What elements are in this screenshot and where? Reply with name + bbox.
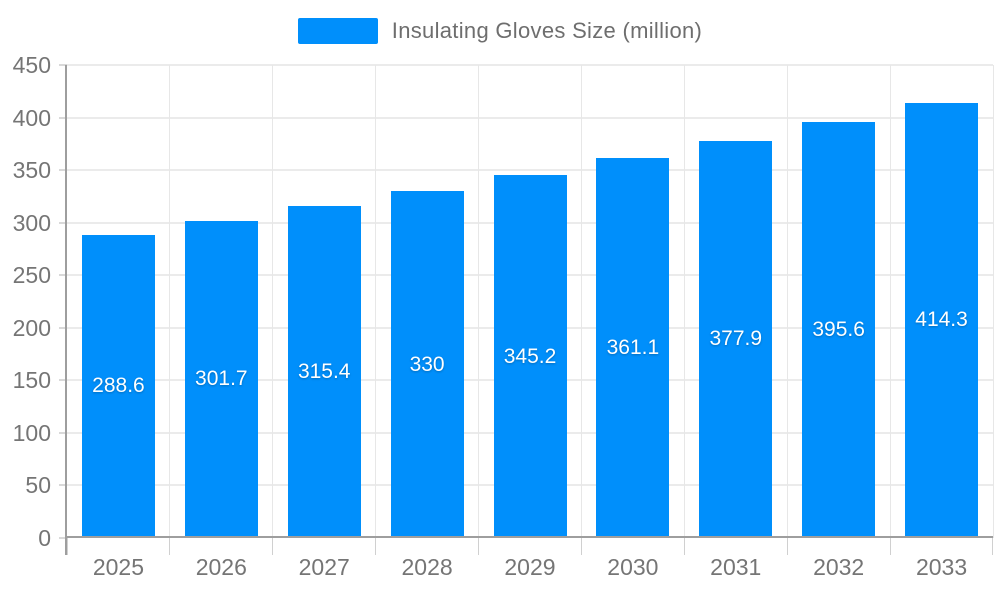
x-axis-category-label: 2031 xyxy=(710,554,762,580)
x-gridline xyxy=(272,65,274,538)
chart-legend: Insulating Gloves Size (million) xyxy=(0,16,1000,46)
y-axis-tick xyxy=(59,484,67,487)
x-axis-category-label: 2030 xyxy=(607,554,659,580)
y-axis-tick-label: 0 xyxy=(38,525,51,551)
x-axis-category-label: 2028 xyxy=(401,554,453,580)
y-axis-tick xyxy=(59,537,67,539)
y-axis-tick xyxy=(59,274,67,277)
bar-2033[interactable]: 414.3 xyxy=(905,102,979,538)
bar-2027[interactable]: 315.4 xyxy=(287,206,361,538)
y-axis-tick-label: 250 xyxy=(12,262,51,289)
x-gridline xyxy=(889,65,891,538)
y-axis-tick-label: 300 xyxy=(12,209,51,236)
plot-area: 0 50 100 150 200 250 300 350 400 450 288.6 2025 301.… xyxy=(13,52,994,580)
y-axis-tick xyxy=(59,431,67,434)
bar-2030[interactable]: 361.1 xyxy=(596,158,670,538)
bar-value-label: 377.9 xyxy=(709,327,763,351)
legend-label: Insulating Gloves Size (million) xyxy=(391,18,703,43)
y-gridline xyxy=(67,64,993,66)
x-axis-category-label: 2025 xyxy=(92,554,145,580)
x-gridline xyxy=(478,65,480,538)
bar-2032[interactable]: 395.6 xyxy=(802,122,876,538)
y-axis-tick-label: 150 xyxy=(12,367,51,394)
bar-2028[interactable]: 330 xyxy=(390,191,464,538)
bar-value-label: 288.6 xyxy=(92,374,145,398)
y-gridline xyxy=(67,169,993,172)
legend-item[interactable]: Insulating Gloves Size (million) xyxy=(297,18,703,44)
bar-2025[interactable]: 288.6 xyxy=(81,234,155,538)
y-axis-tick xyxy=(59,221,67,224)
x-gridline xyxy=(992,65,994,538)
y-axis-tick-label: 400 xyxy=(12,104,51,131)
y-axis-tick-label: 450 xyxy=(12,52,51,78)
x-gridline xyxy=(786,65,788,538)
x-axis-tick xyxy=(169,538,171,555)
x-axis-tick xyxy=(272,538,274,555)
bar-value-label: 414.3 xyxy=(915,308,968,332)
y-axis-tick xyxy=(59,116,67,119)
y-axis-tick-label: 200 xyxy=(12,314,51,341)
legend-marker-icon xyxy=(297,18,378,44)
x-axis-category-label: 2027 xyxy=(298,554,350,580)
bar-2031[interactable]: 377.9 xyxy=(699,140,773,538)
bar-value-label: 330 xyxy=(409,352,445,376)
x-axis-tick xyxy=(66,538,68,555)
y-axis-tick xyxy=(59,379,67,382)
bar-value-label: 315.4 xyxy=(297,360,351,384)
x-axis-tick xyxy=(580,538,582,555)
y-axis-line xyxy=(65,65,67,555)
y-axis-tick-label: 350 xyxy=(12,157,51,184)
x-gridline xyxy=(683,65,685,538)
bar-2026[interactable]: 301.7 xyxy=(184,220,258,538)
x-axis-category-label: 2029 xyxy=(504,554,556,580)
bar-2029[interactable]: 345.2 xyxy=(493,175,567,538)
bar-value-label: 345.2 xyxy=(503,344,557,368)
x-axis-tick xyxy=(889,538,891,555)
x-gridline xyxy=(375,65,377,538)
x-axis-category-label: 2026 xyxy=(195,554,247,580)
y-axis-tick xyxy=(59,169,67,172)
x-axis-line xyxy=(67,536,993,538)
y-axis-tick xyxy=(59,326,67,329)
y-axis-tick xyxy=(59,64,67,66)
bar-value-label: 301.7 xyxy=(195,367,248,391)
x-axis-tick xyxy=(375,538,377,555)
bar-value-label: 395.6 xyxy=(812,318,865,342)
bar-value-label: 361.1 xyxy=(606,336,660,360)
x-axis-tick xyxy=(786,538,788,555)
x-axis-category-label: 2033 xyxy=(915,554,968,580)
y-axis-tick-label: 100 xyxy=(12,419,51,446)
x-axis-tick xyxy=(991,538,993,555)
x-gridline xyxy=(169,65,171,538)
y-axis-tick-label: 50 xyxy=(25,472,51,499)
x-axis-tick xyxy=(683,538,685,555)
x-gridline xyxy=(580,65,582,538)
x-axis-tick xyxy=(478,538,480,555)
x-axis-category-label: 2032 xyxy=(813,554,865,580)
y-gridline xyxy=(67,116,993,119)
